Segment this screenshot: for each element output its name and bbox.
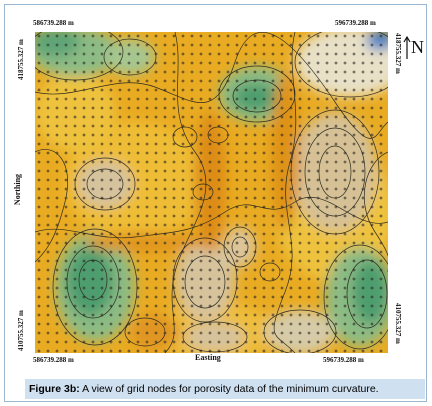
grid-nodes (37, 34, 383, 353)
coord-left-bottom: 410755.327 m (17, 310, 25, 351)
contour-line (323, 244, 388, 350)
coord-bottom-left: 586739.288 m (33, 356, 74, 364)
contour-map-graphic (35, 32, 388, 353)
contour-line (74, 157, 136, 211)
contour-line (35, 196, 388, 239)
contour-line (273, 32, 297, 353)
contour-line (223, 226, 257, 268)
figure-caption: Figure 3b: A view of grid nodes for poro… (25, 379, 425, 399)
caption-text: A view of grid nodes for porosity data o… (79, 383, 379, 395)
coord-right-top: 418755.327 m (394, 33, 402, 74)
contour-line (172, 126, 198, 148)
contour-line (182, 321, 248, 353)
coord-bottom-right: 596739.288 m (323, 356, 364, 364)
coord-top-left: 586739.288 m (33, 19, 74, 27)
coord-top-right: 596739.288 m (335, 19, 376, 27)
contour-line (35, 149, 68, 263)
contour-line (232, 79, 282, 113)
grid-node-crosses (37, 34, 383, 353)
contour-line (346, 259, 388, 329)
figure-frame: 586739.288 m 596739.288 m 586739.288 m 5… (4, 4, 427, 402)
axis-label-easting: Easting (195, 353, 221, 362)
color-fill-layer (35, 32, 388, 353)
contour-line (231, 236, 249, 258)
contour-line (259, 262, 281, 282)
contour-line (192, 183, 214, 201)
contour-line (103, 38, 157, 76)
contour-line (184, 255, 226, 309)
contour-line (164, 32, 207, 353)
contour-line (363, 151, 388, 272)
north-arrow-icon (403, 35, 411, 59)
contour-line (66, 245, 120, 319)
porosity-contour-map (35, 32, 388, 353)
contour-line (294, 32, 388, 98)
caption-label: Figure 3b: (29, 383, 80, 395)
contour-line (86, 168, 124, 200)
axis-label-northing: Northing (13, 173, 23, 206)
coord-left-top: 418755.327 m (17, 39, 25, 80)
contour-line (52, 228, 138, 346)
contour-line (35, 32, 388, 139)
north-arrow: N (403, 35, 425, 61)
coord-right-bottom: 410755.327 m (394, 303, 402, 344)
north-label: N (411, 37, 424, 57)
